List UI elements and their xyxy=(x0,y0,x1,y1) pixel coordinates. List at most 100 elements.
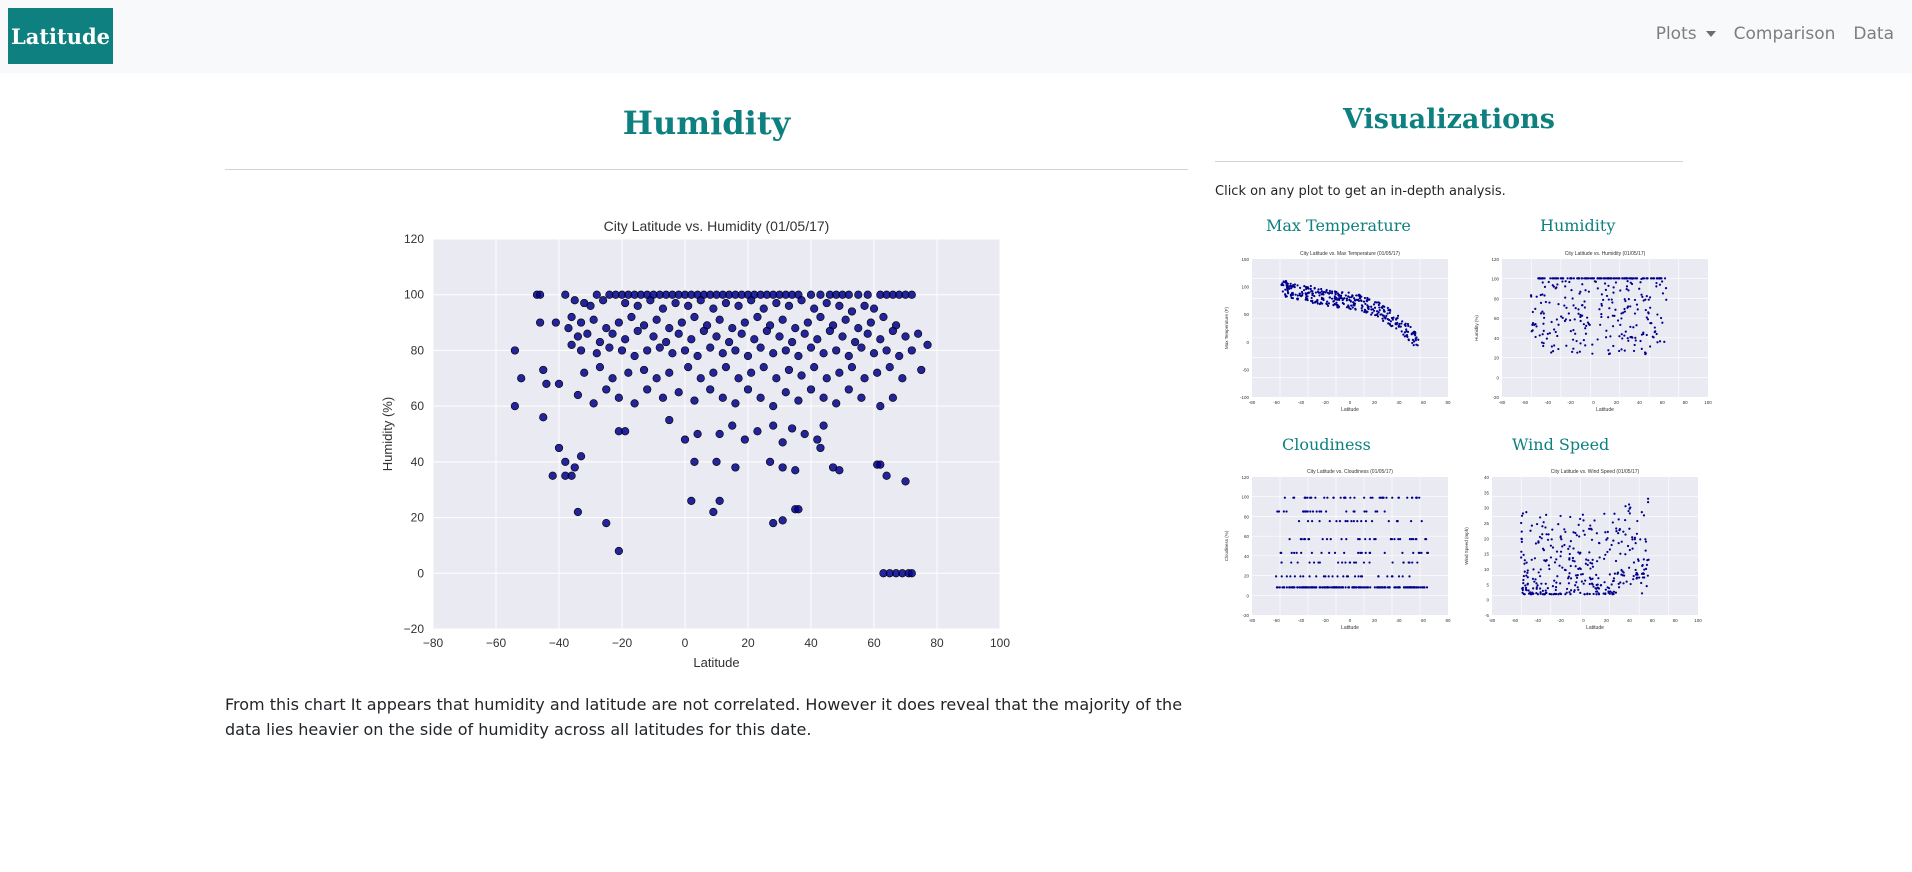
nav-comparison-link[interactable]: Comparison xyxy=(1733,24,1836,44)
thumb-image-cloudiness[interactable]: City Latitude vs. Cloudiness (01/05/17) 1… xyxy=(1220,465,1460,645)
thumb-point xyxy=(1623,298,1626,301)
thumb-point xyxy=(1362,561,1366,564)
thumb-point xyxy=(1644,567,1648,570)
data-point xyxy=(769,402,778,411)
thumb-point xyxy=(1592,585,1595,588)
thumb-point xyxy=(1565,306,1568,309)
data-point xyxy=(822,374,831,383)
brand-logo[interactable]: Latitude xyxy=(8,8,113,64)
data-point xyxy=(803,318,812,327)
thumb-point xyxy=(1655,281,1658,285)
data-point xyxy=(627,312,636,322)
thumb-point xyxy=(1369,496,1372,499)
data-point xyxy=(769,519,778,528)
data-point xyxy=(539,413,548,422)
data-point xyxy=(869,304,879,313)
thumb-point xyxy=(1326,300,1329,303)
thumb-point xyxy=(1577,567,1580,570)
data-point xyxy=(570,296,579,305)
thumb-point xyxy=(1280,561,1283,564)
thumb-image-wind-speed[interactable]: City Latitude vs. Wind Speed (01/05/17) 4… xyxy=(1460,465,1710,645)
data-point xyxy=(794,396,803,405)
thumb-x-tick: -80 xyxy=(1489,618,1496,623)
thumb-point xyxy=(1406,322,1410,326)
thumb-point xyxy=(1370,520,1374,523)
thumb-point xyxy=(1525,511,1528,514)
thumb-point xyxy=(1617,531,1620,535)
thumb-point xyxy=(1526,571,1529,574)
thumb-point xyxy=(1606,277,1610,280)
thumb-point xyxy=(1285,575,1288,578)
thumb-point xyxy=(1309,510,1312,513)
thumb-point xyxy=(1373,306,1377,309)
thumb-point xyxy=(1397,575,1401,578)
thumb-x-tick: -20 xyxy=(1322,618,1329,623)
thumb-point xyxy=(1336,304,1339,307)
thumb-point xyxy=(1576,573,1579,577)
y-tick-label: 0 xyxy=(417,566,424,580)
thumb-point xyxy=(1290,561,1293,564)
thumb-point xyxy=(1307,586,1310,589)
thumb-point xyxy=(1591,565,1595,568)
thumb-point xyxy=(1363,308,1366,311)
thumb-point xyxy=(1366,586,1369,589)
thumb-point xyxy=(1282,586,1285,589)
thumb-point xyxy=(1645,316,1648,319)
data-point xyxy=(696,374,705,383)
thumb-point xyxy=(1316,302,1319,305)
nav-data-link[interactable]: Data xyxy=(1853,24,1894,44)
thumb-point xyxy=(1411,561,1414,564)
thumb-image-humidity[interactable]: City Latitude vs. Humidity (01/05/17) 120… xyxy=(1470,247,1720,427)
thumb-point xyxy=(1583,533,1586,536)
thumb-point xyxy=(1563,528,1566,531)
thumb-point xyxy=(1595,593,1598,596)
thumb-point xyxy=(1415,496,1418,499)
thumb-point xyxy=(1546,538,1550,541)
thumb-point xyxy=(1424,538,1428,541)
thumb-point xyxy=(1335,301,1338,304)
thumb-y-tick: 60 xyxy=(1244,534,1250,539)
thumb-point xyxy=(1589,567,1592,570)
data-point xyxy=(810,304,819,313)
thumb-point xyxy=(1301,510,1305,513)
thumb-point xyxy=(1554,330,1557,334)
thumb-x-tick: 80 xyxy=(1673,618,1679,623)
thumb-point xyxy=(1420,551,1423,554)
data-point xyxy=(589,399,598,408)
thumb-point xyxy=(1338,298,1341,302)
thumb-point xyxy=(1375,586,1379,589)
thumb-point xyxy=(1629,277,1632,280)
nav-plots-dropdown[interactable]: Plots xyxy=(1656,24,1716,44)
thumb-point xyxy=(1614,281,1618,284)
thumb-image-max-temperature[interactable]: City Latitude vs. Max Temperature (01/05… xyxy=(1220,247,1460,427)
thumb-point xyxy=(1353,586,1356,589)
thumb-point xyxy=(1540,277,1544,280)
thumb-point xyxy=(1640,511,1643,514)
thumb-point xyxy=(1627,503,1631,506)
thumb-point xyxy=(1614,591,1618,594)
thumb-point xyxy=(1617,542,1620,545)
thumb-point xyxy=(1317,288,1320,291)
data-point xyxy=(806,385,816,394)
thumb-y-tick: -20 xyxy=(1242,613,1249,618)
thumb-point xyxy=(1405,330,1408,333)
thumb-plot-area xyxy=(1252,477,1448,615)
thumb-point xyxy=(1609,590,1612,593)
thumb-point xyxy=(1614,559,1618,563)
data-point xyxy=(583,329,592,338)
thumb-point xyxy=(1607,587,1611,590)
thumb-point xyxy=(1622,311,1625,314)
data-point xyxy=(621,298,630,308)
thumb-point xyxy=(1555,318,1558,321)
thumb-point xyxy=(1600,313,1603,316)
thumb-point xyxy=(1364,520,1368,523)
thumb-point xyxy=(1323,496,1326,499)
thumb-point xyxy=(1409,520,1413,523)
thumb-point xyxy=(1583,277,1586,280)
data-point xyxy=(901,332,910,341)
y-tick-label: 40 xyxy=(411,455,425,469)
thumb-point xyxy=(1336,575,1339,578)
thumb-point xyxy=(1308,561,1311,564)
thumb-point xyxy=(1618,335,1621,338)
thumb-point xyxy=(1583,306,1586,309)
